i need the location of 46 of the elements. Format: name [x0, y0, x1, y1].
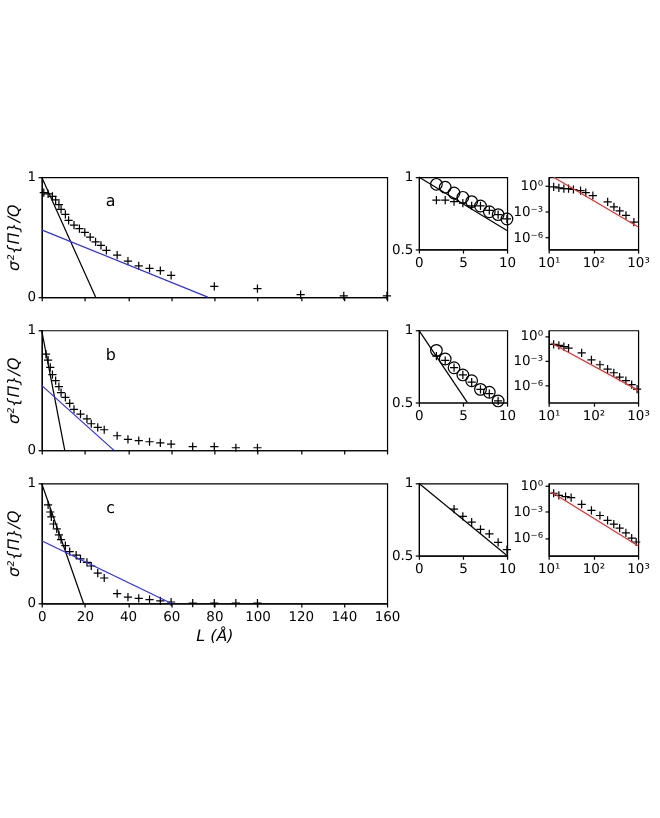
point: [629, 217, 639, 227]
point: [155, 438, 166, 448]
point: [112, 250, 122, 260]
point: [614, 372, 625, 382]
point: [123, 256, 133, 266]
point: [449, 196, 459, 207]
point: [96, 240, 106, 251]
point: [231, 443, 241, 453]
point: [85, 232, 95, 242]
point: [231, 598, 241, 608]
point: [56, 204, 66, 215]
point: [41, 349, 51, 359]
point: [75, 409, 86, 419]
point: [43, 355, 53, 365]
point: [626, 533, 637, 543]
point: [609, 202, 619, 212]
point: [69, 220, 79, 230]
point: [134, 261, 144, 271]
point: [123, 592, 133, 602]
point: [48, 519, 59, 529]
point: [621, 210, 631, 221]
point: [429, 177, 443, 191]
point: [614, 523, 625, 533]
point: [166, 270, 176, 281]
point: [69, 404, 79, 415]
point: [90, 237, 101, 247]
point: [554, 183, 564, 193]
point: [586, 355, 597, 365]
point: [99, 573, 109, 583]
point: [493, 537, 503, 548]
point: [602, 197, 613, 207]
point: [621, 528, 631, 538]
point: [559, 183, 569, 194]
point: [82, 414, 92, 424]
point: [456, 190, 470, 204]
point: [166, 439, 176, 449]
point: [56, 387, 66, 398]
point: [465, 195, 479, 209]
point: [621, 375, 631, 386]
point: [166, 597, 176, 607]
point: [438, 180, 452, 194]
point: [447, 186, 461, 200]
point: [554, 340, 564, 351]
point: [54, 381, 64, 392]
point: [123, 434, 133, 445]
point: [339, 291, 349, 301]
